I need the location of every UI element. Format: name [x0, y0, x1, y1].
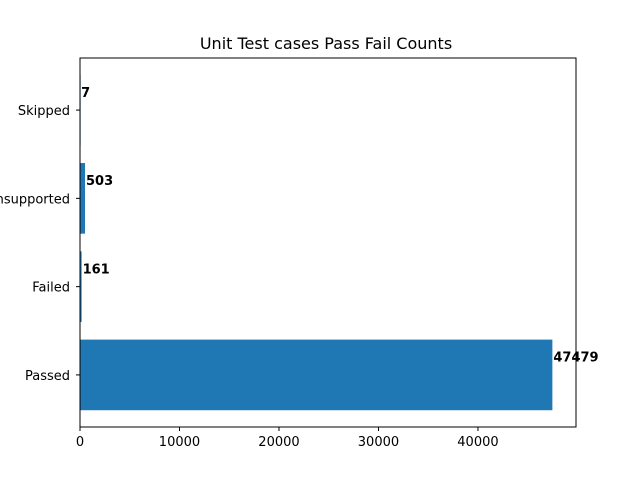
- y-tick-label-passed: Passed: [25, 369, 70, 384]
- value-label-skipped: 7: [81, 86, 90, 101]
- x-tick-label-0: 0: [76, 435, 84, 450]
- chart-title: Unit Test cases Pass Fail Counts: [200, 34, 452, 53]
- plot-frame: [79, 57, 577, 428]
- value-label-failed: 161: [83, 262, 110, 277]
- value-label-unsupported: 503: [86, 174, 113, 189]
- bar-unsupported: [80, 163, 86, 234]
- y-tick-label-failed: Failed: [32, 281, 70, 296]
- x-tick-label-20000: 20000: [258, 435, 299, 450]
- bars-layer: [80, 74, 553, 411]
- bar-passed: [80, 339, 553, 411]
- y-tick-label-unsupported: Unsupported: [0, 192, 70, 207]
- x-tick-label-40000: 40000: [457, 435, 498, 450]
- bar-failed: [80, 251, 82, 322]
- x-tick-label-10000: 10000: [159, 435, 200, 450]
- y-tick-label-skipped: Skipped: [18, 104, 70, 119]
- x-axis-ticks: 0 10000 20000 30000 40000: [76, 427, 499, 450]
- x-tick-label-30000: 30000: [358, 435, 399, 450]
- y-axis-ticks: Passed Failed Unsupported Skipped: [0, 104, 80, 384]
